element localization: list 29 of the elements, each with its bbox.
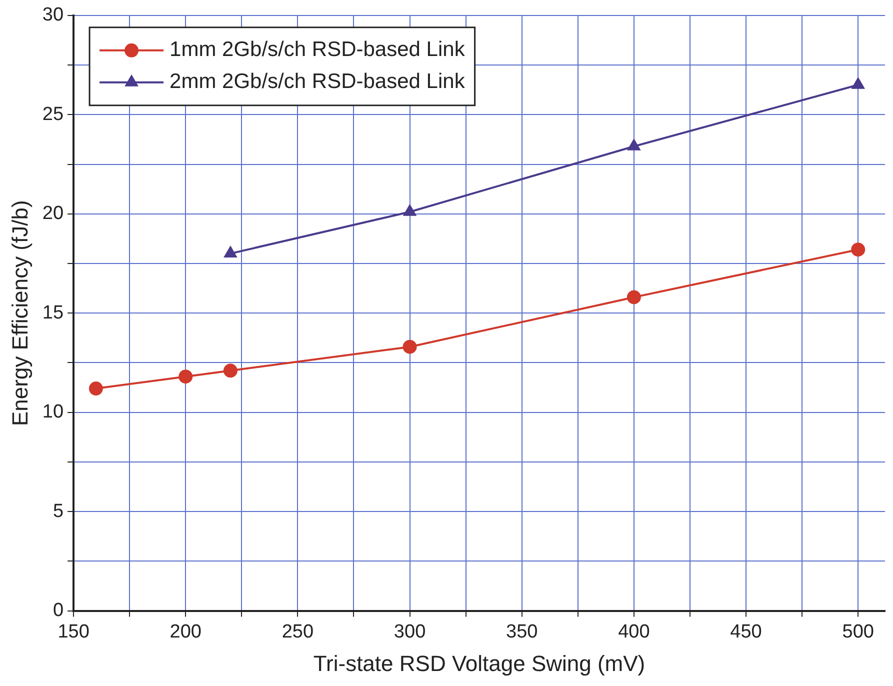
point [851,242,866,257]
x-tick-label: 150 [58,621,90,642]
point [88,382,103,396]
point [402,340,417,354]
point [628,139,640,150]
point [404,204,416,216]
point [224,246,237,258]
x-tick-label: 200 [170,621,202,642]
y-tick-label: 0 [52,600,64,622]
x-axis-title: Tri-state RSD Voltage Swing (mV) [313,650,646,676]
x-tick-label: 300 [394,621,426,642]
legend-label: 1mm 2Gb/s/ch RSD-based Link [170,38,466,62]
y-tick-label: 30 [42,4,64,26]
x-tick-label: 450 [730,621,762,642]
y-tick-label: 25 [42,104,64,125]
point [852,78,864,89]
legend-label: 2mm 2Gb/s/ch RSD-based Link [170,70,466,94]
y-tick-label: 15 [42,302,64,324]
x-tick-label: 400 [618,621,650,642]
y-tick-label: 5 [52,500,64,522]
x-tick-label: 250 [282,621,314,642]
point [223,364,238,378]
y-tick-label: 10 [42,402,64,423]
x-tick-label: 500 [842,621,874,642]
point [178,370,193,384]
x-tick-label: 350 [506,621,538,642]
y-tick-label: 20 [42,203,64,224]
y-axis-title: Energy Efficiency (fJ/b) [7,200,32,426]
point [626,290,641,304]
